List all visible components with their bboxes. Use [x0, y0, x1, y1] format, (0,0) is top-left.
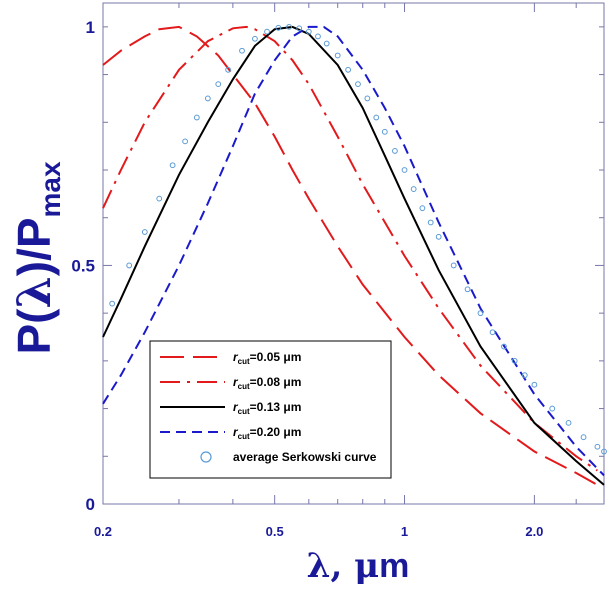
serkowski-point: [225, 66, 232, 73]
serkowski-point: [215, 81, 222, 88]
x-axis-title-comma: ,: [331, 546, 355, 586]
serkowski-point: [204, 95, 211, 102]
y-tick-label: 1: [86, 18, 95, 37]
legend-label-value: =0.20 μm: [250, 425, 302, 439]
legend-label-r: r: [233, 425, 239, 439]
legend-label-sub: cut: [238, 382, 250, 391]
y-axis-title: P(λ)/Pmax: [7, 161, 66, 355]
axis-ticks: [102, 3, 604, 505]
legend-label: average Serkowski curve: [233, 450, 377, 464]
legend-label: rcut=0.13 μm: [233, 400, 301, 416]
serkowski-point: [345, 66, 352, 73]
axis-tick-labels: 0.2 0.5 1 2.0 0 0.5 1: [71, 18, 543, 539]
legend-label-sub: cut: [238, 407, 250, 416]
x-tick-label: 0.2: [94, 524, 112, 539]
serkowski-point: [521, 372, 528, 379]
series-line: [102, 25, 605, 477]
serkowski-point: [549, 405, 556, 412]
x-tick-label: 2.0: [525, 524, 543, 539]
legend-label-r: r: [233, 400, 239, 414]
serkowski-point: [392, 148, 398, 154]
serkowski-point: [511, 357, 518, 364]
y-axis-title-main: P(: [8, 308, 60, 355]
legend-label-r: r: [233, 375, 239, 389]
legend-label-value: =0.05 μm: [250, 350, 302, 364]
serkowski-point: [464, 286, 471, 293]
serkowski-point: [601, 448, 607, 455]
legend-label-r: r: [233, 350, 239, 364]
serkowski-point: [435, 233, 442, 240]
serkowski-point: [239, 47, 245, 54]
serkowski-point: [305, 28, 312, 35]
serkowski-point: [401, 167, 408, 173]
legend-box: [149, 340, 392, 479]
x-axis-title-lambda: λ: [307, 546, 331, 586]
legend-label: rcut=0.20 μm: [233, 425, 301, 441]
serkowski-point: [286, 23, 292, 30]
serkowski-point: [450, 262, 457, 269]
serkowski-point: [182, 138, 189, 145]
serkowski-point: [427, 219, 434, 226]
serkowski-point: [477, 310, 484, 317]
x-tick-label: 0.5: [266, 524, 284, 539]
plot-frame: [102, 2, 605, 505]
y-tick-label: 0: [86, 495, 95, 514]
legend-label-value: =0.08 μm: [250, 375, 302, 389]
serkowski-point: [334, 52, 341, 59]
y-axis-title-lambda: λ: [7, 276, 61, 308]
legend-label-value: =0.13 μm: [250, 400, 302, 414]
x-axis-title-mu: μ: [354, 546, 379, 586]
serkowski-point: [323, 40, 330, 47]
serkowski-point: [419, 205, 426, 212]
x-axis-title: λ, μm: [307, 546, 410, 586]
serkowski-point: [264, 28, 270, 35]
series-line: [102, 25, 598, 486]
serkowski-point: [594, 443, 601, 450]
legend-label-sub: cut: [238, 432, 250, 441]
serkowski-point: [565, 419, 572, 426]
serkowski-point: [169, 162, 176, 169]
serkowski-point: [193, 114, 200, 121]
x-tick-label: 1: [401, 524, 408, 539]
legend-label-sub: cut: [238, 357, 250, 366]
serkowski-point: [141, 229, 148, 235]
serkowski-point: [364, 95, 371, 102]
serkowski-point: [355, 81, 361, 88]
y-axis-title-close: )/P: [8, 218, 60, 277]
series-line: [102, 25, 598, 472]
serkowski-point: [580, 434, 587, 441]
serkowski-point: [489, 329, 496, 336]
serkowski-point: [126, 262, 133, 269]
legend-label: rcut=0.08 μm: [233, 375, 301, 391]
x-axis-title-m: m: [379, 547, 409, 585]
legend-label: rcut=0.05 μm: [233, 350, 301, 366]
serkowski-point: [315, 33, 321, 40]
serkowski-point: [275, 24, 282, 31]
serkowski-point: [109, 300, 116, 307]
legend-marker: [200, 451, 212, 463]
serkowski-point: [373, 114, 380, 121]
y-tick-label: 0.5: [71, 256, 95, 275]
serkowski-point: [252, 35, 258, 42]
serkowski-point: [156, 195, 163, 202]
serkowski-point: [410, 186, 417, 192]
serkowski-point: [381, 128, 388, 135]
serkowski-point: [501, 343, 507, 350]
series-layer: [102, 23, 607, 486]
serkowski-point: [531, 381, 538, 388]
serkowski-point: [296, 25, 303, 32]
y-axis-title-sub: max: [35, 161, 66, 217]
